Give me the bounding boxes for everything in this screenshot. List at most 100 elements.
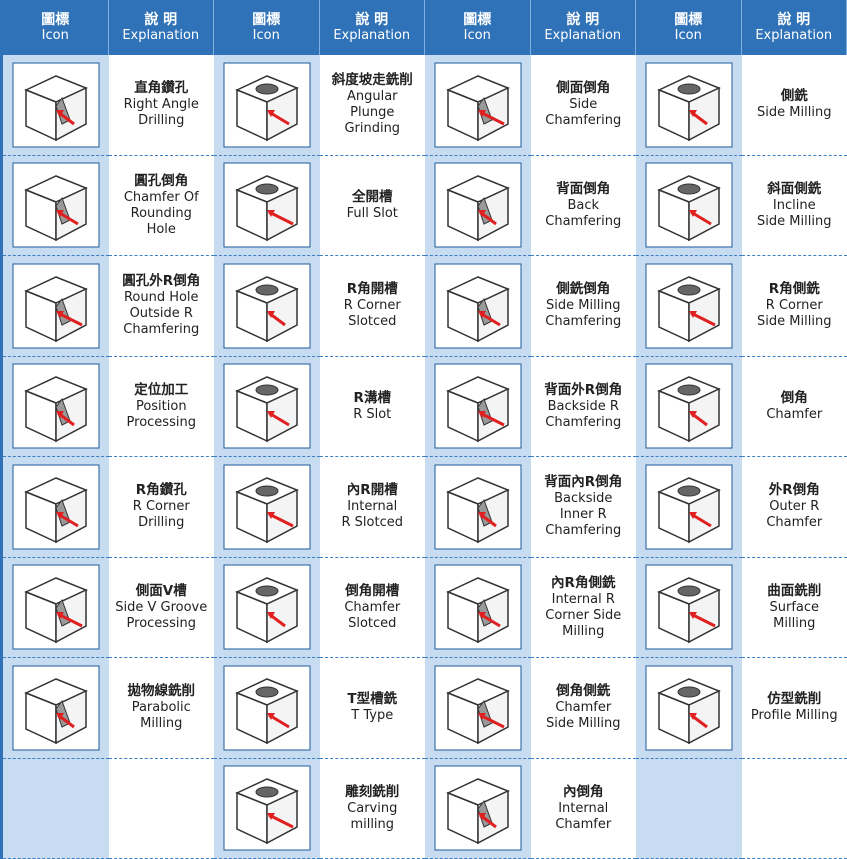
icon	[223, 363, 311, 449]
english-name: Side Milling	[757, 314, 832, 330]
english-name: Milling	[773, 615, 816, 631]
chinese-name: 仿型銑削	[767, 691, 822, 708]
english-name: Angular	[346, 89, 398, 105]
english-name: Milling	[562, 623, 605, 639]
chinese-name: R角開槽	[346, 281, 398, 298]
english-name: Drilling	[138, 113, 185, 129]
english-name: Carving	[347, 800, 398, 816]
english-name: Chamfer	[344, 599, 401, 615]
explanation-cell: 背面外R倒角 Backside R Chamfering	[530, 356, 636, 457]
explanation-cell	[741, 758, 847, 859]
chinese-name: R角側銑	[768, 281, 820, 298]
english-name: Round Hole	[123, 290, 199, 306]
english-name: Side V Groove	[115, 599, 208, 615]
icon-cell	[214, 557, 320, 658]
header-cell: 說 明 Explanation	[530, 0, 636, 55]
chinese-name: 斜度坡走銑削	[331, 72, 413, 89]
explanation-cell: R角鑽孔 R Corner Drilling	[108, 457, 214, 558]
icon-cell	[425, 356, 531, 457]
header-text: Icon	[41, 27, 69, 43]
icon	[12, 263, 100, 349]
icon-cell	[636, 557, 742, 658]
english-name: Chamfering	[545, 523, 622, 539]
icon-cell	[214, 457, 320, 558]
english-name: R Slot	[353, 406, 392, 422]
english-name: Grinding	[344, 121, 401, 137]
english-name: Side Milling	[546, 716, 621, 732]
explanation-cell: R溝槽 R Slot	[319, 356, 425, 457]
chinese-name: T型槽銑	[347, 691, 398, 708]
icon	[434, 162, 522, 248]
english-name: Back	[567, 197, 600, 213]
chinese-name: 倒角側銑	[556, 683, 611, 700]
icon-cell	[3, 457, 109, 558]
icon-cell	[425, 658, 531, 759]
english-name: Outer R	[769, 499, 820, 515]
chinese-name: 內倒角	[563, 783, 604, 800]
header-text: Icon	[674, 27, 702, 43]
chinese-name: 曲面銑削	[767, 582, 822, 599]
english-name: Slotced	[348, 615, 397, 631]
icon-cell	[425, 256, 531, 357]
icon	[223, 564, 311, 650]
chinese-name: 側銑倒角	[556, 281, 611, 298]
english-name: Drilling	[138, 515, 185, 531]
english-name: Surface	[769, 599, 820, 615]
icon	[12, 62, 100, 148]
icon-cell	[636, 55, 742, 156]
english-name: Rounding	[130, 205, 192, 221]
explanation-cell: 內R開槽 Internal R Slotced	[319, 457, 425, 558]
explanation-cell: 內倒角 Internal Chamfer	[530, 758, 636, 859]
english-name: Parabolic	[131, 700, 191, 716]
icon	[223, 765, 311, 851]
english-name: Backside R	[547, 398, 619, 414]
english-name: R Corner	[132, 499, 190, 515]
english-name: Slotced	[348, 314, 397, 330]
icon	[645, 665, 733, 751]
icon-cell	[214, 155, 320, 256]
chinese-name: 背面外R倒角	[544, 381, 623, 398]
icon	[12, 363, 100, 449]
chinese-name: 內R開槽	[346, 482, 398, 499]
english-name: Internal	[558, 800, 609, 816]
icon	[645, 162, 733, 248]
icon	[434, 263, 522, 349]
explanation-cell: 倒角開槽 Chamfer Slotced	[319, 557, 425, 658]
header-text: 圖標	[463, 11, 492, 28]
header-text: Explanation	[755, 27, 833, 43]
icon-cell	[425, 457, 531, 558]
english-name: Outside R	[129, 306, 193, 322]
explanation-cell: 倒角側銑 Chamfer Side Milling	[530, 658, 636, 759]
header-text: Explanation	[544, 27, 622, 43]
explanation-cell: 側面V槽 Side V Groove Processing	[108, 557, 214, 658]
english-name: Side Milling	[757, 213, 832, 229]
icon	[434, 665, 522, 751]
icon	[645, 62, 733, 148]
english-name: Profile Milling	[750, 708, 838, 724]
explanation-cell: 圓孔倒角 Chamfer Of Rounding Hole	[108, 155, 214, 256]
english-name: Inner R	[559, 507, 607, 523]
english-name: T Type	[351, 708, 394, 724]
chinese-name: 側面V槽	[135, 582, 187, 599]
header-cell: 圖標 Icon	[425, 0, 531, 55]
english-name: Chamfer	[766, 406, 823, 422]
explanation-cell: T型槽銑 T Type	[319, 658, 425, 759]
explanation-cell: 拋物線銑削 Parabolic Milling	[108, 658, 214, 759]
english-name: Chamfer	[766, 515, 823, 531]
chinese-name: 背面內R倒角	[544, 474, 623, 491]
chinese-name: 倒角開槽	[345, 582, 400, 599]
header-text: Icon	[463, 27, 491, 43]
header-text: 說 明	[566, 11, 600, 28]
english-name: Full Slot	[346, 205, 398, 221]
header-text: Explanation	[122, 27, 200, 43]
icon-cell	[636, 658, 742, 759]
english-name: R Corner	[765, 298, 823, 314]
english-name: Processing	[126, 615, 196, 631]
english-name: Side	[569, 97, 598, 113]
icon-cell	[3, 356, 109, 457]
english-name: Processing	[126, 414, 196, 430]
english-name: Chamfer	[555, 816, 612, 832]
explanation-cell: 內R角側銑 Internal R Corner Side Milling	[530, 557, 636, 658]
english-name: Corner Side	[545, 607, 622, 623]
header-text: Explanation	[333, 27, 411, 43]
